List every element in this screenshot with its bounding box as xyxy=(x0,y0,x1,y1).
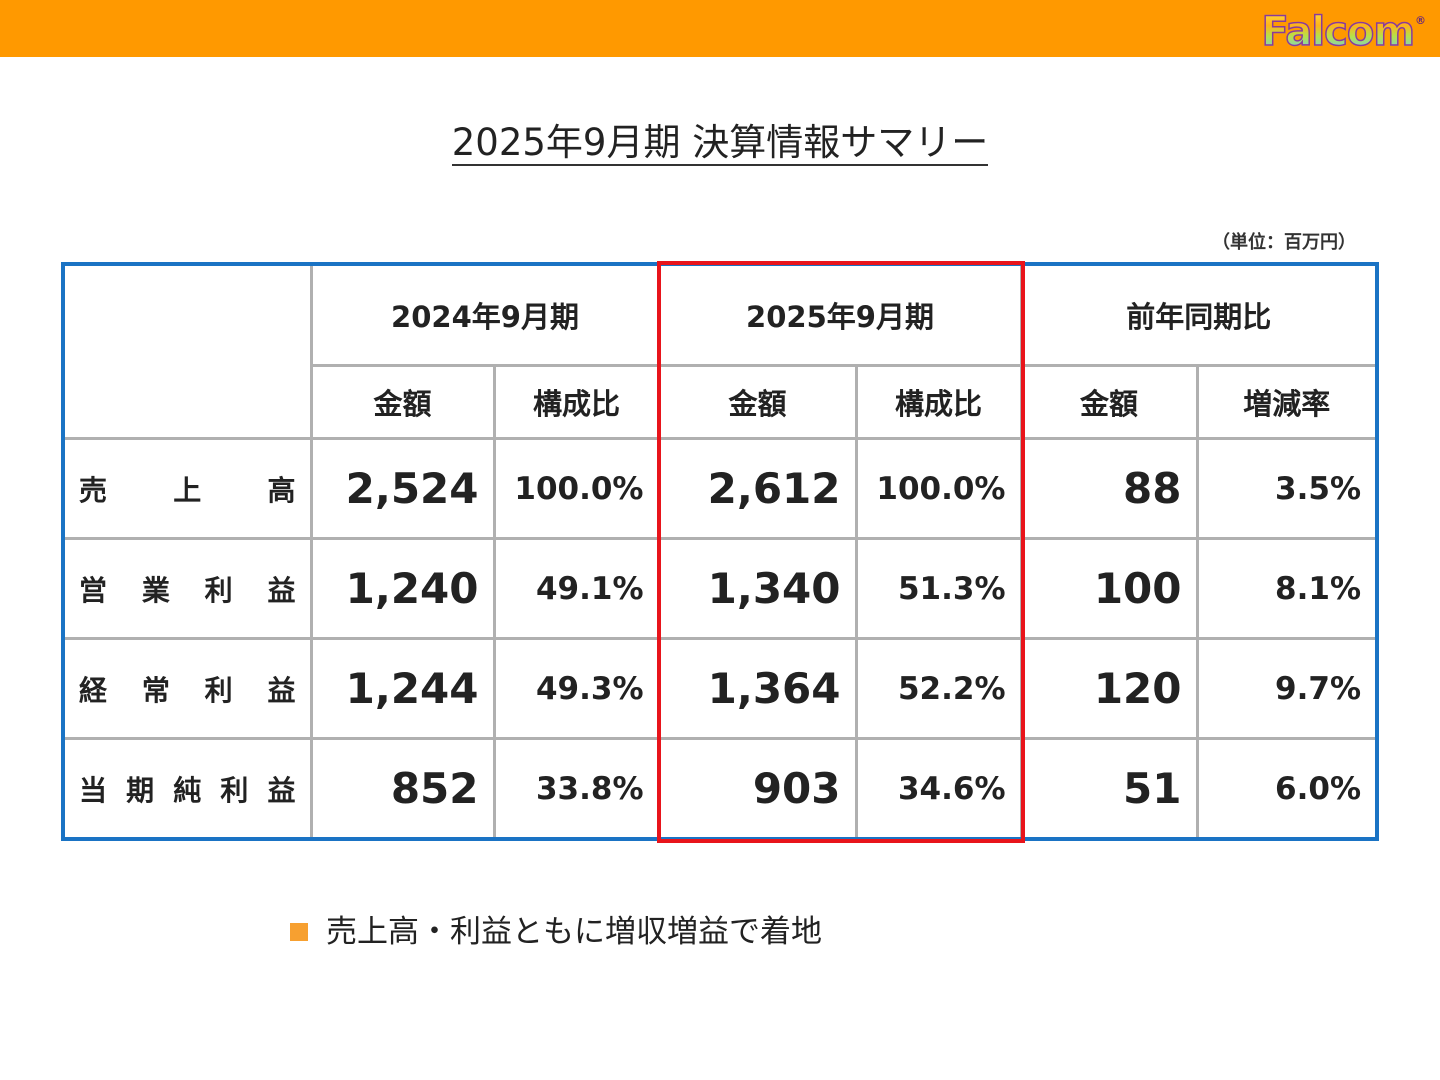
table-row-net-income: 当 期 純 利 益 852 33.8% 903 34.6% 51 6.0% xyxy=(61,737,1379,841)
cell-fy2025-ratio: 51.3% xyxy=(854,537,1023,640)
cell-yoy-rate: 6.0% xyxy=(1195,737,1379,841)
row-label-char: 常 xyxy=(141,673,170,707)
cell-fy2024-amount: 1,244 xyxy=(309,637,496,740)
header-yoy: 前年同期比 xyxy=(1019,262,1379,367)
header-fy2024: 2024年9月期 xyxy=(309,262,661,367)
falcom-logo: Falcom xyxy=(1261,9,1416,55)
cell-fy2024-amount: 852 xyxy=(309,737,496,841)
cell-yoy-rate: 8.1% xyxy=(1195,537,1379,640)
top-bar xyxy=(0,0,1440,57)
cell-yoy-amount: 88 xyxy=(1019,437,1199,540)
summary-note: 売上高・利益ともに増収増益で着地 xyxy=(290,910,822,954)
cell-fy2025-amount: 1,340 xyxy=(657,537,858,640)
row-label-char: 利 xyxy=(204,573,233,607)
page-title-text: 2025年9月期 決算情報サマリー xyxy=(451,121,989,166)
subheader-fy2025-ratio: 構成比 xyxy=(854,364,1023,440)
table-row-ordinary-profit: 経 常 利 益 1,244 49.3% 1,364 52.2% 120 9.7% xyxy=(61,637,1379,740)
cell-fy2025-ratio: 100.0% xyxy=(854,437,1023,540)
row-label-char: 益 xyxy=(267,773,296,807)
subheader-yoy-amount: 金額 xyxy=(1019,364,1199,440)
row-label-char: 当 xyxy=(79,773,108,807)
subheader-fy2024-ratio: 構成比 xyxy=(492,364,661,440)
unit-note: （単位：百万円） xyxy=(1212,232,1356,253)
subheader-fy2024-amount: 金額 xyxy=(309,364,496,440)
cell-fy2024-amount: 2,524 xyxy=(309,437,496,540)
cell-yoy-amount: 120 xyxy=(1019,637,1199,740)
cell-fy2025-amount: 2,612 xyxy=(657,437,858,540)
empty-corner-cell xyxy=(61,262,313,440)
summary-table: 2024年9月期 2025年9月期 前年同期比 金額 構成比 金額 構成比 金額… xyxy=(61,262,1380,841)
cell-fy2025-ratio: 52.2% xyxy=(854,637,1023,740)
cell-fy2024-ratio: 33.8% xyxy=(492,737,661,841)
row-label-char: 期 xyxy=(126,773,155,807)
cell-fy2025-amount: 1,364 xyxy=(657,637,858,740)
row-label-char: 益 xyxy=(267,673,296,707)
row-label-char: 純 xyxy=(173,773,202,807)
subheader-fy2025-amount: 金額 xyxy=(657,364,858,440)
cell-fy2024-ratio: 49.3% xyxy=(492,637,661,740)
cell-fy2024-ratio: 100.0% xyxy=(492,437,661,540)
cell-yoy-rate: 9.7% xyxy=(1195,637,1379,740)
row-label-net-income: 当 期 純 利 益 xyxy=(61,737,313,841)
row-label-char: 営 xyxy=(79,573,108,607)
header-fy2025: 2025年9月期 xyxy=(657,262,1023,367)
cell-fy2024-amount: 1,240 xyxy=(309,537,496,640)
cell-yoy-amount: 100 xyxy=(1019,537,1199,640)
row-label-char: 益 xyxy=(267,573,296,607)
page-title: 2025年9月期 決算情報サマリー xyxy=(0,118,1440,168)
cell-yoy-amount: 51 xyxy=(1019,737,1199,841)
cell-yoy-rate: 3.5% xyxy=(1195,437,1379,540)
row-label-operating-profit: 営 業 利 益 xyxy=(61,537,313,640)
row-label-sales: 売 上 高 xyxy=(61,437,313,540)
row-label-char: 上 xyxy=(173,473,202,507)
cell-fy2025-amount: 903 xyxy=(657,737,858,841)
subheader-yoy-rate: 増減率 xyxy=(1195,364,1379,440)
cell-fy2025-ratio: 34.6% xyxy=(854,737,1023,841)
row-label-char: 利 xyxy=(220,773,249,807)
row-label-char: 業 xyxy=(141,573,170,607)
row-label-char: 経 xyxy=(79,673,108,707)
cell-fy2024-ratio: 49.1% xyxy=(492,537,661,640)
summary-note-text: 売上高・利益ともに増収増益で着地 xyxy=(326,914,822,950)
registered-mark: ® xyxy=(1415,14,1426,27)
row-label-ordinary-profit: 経 常 利 益 xyxy=(61,637,313,740)
table-row-operating-profit: 営 業 利 益 1,240 49.1% 1,340 51.3% 100 8.1% xyxy=(61,537,1379,640)
row-label-char: 利 xyxy=(204,673,233,707)
row-label-char: 高 xyxy=(267,473,296,507)
row-label-char: 売 xyxy=(79,473,108,507)
table-row-sales: 売 上 高 2,524 100.0% 2,612 100.0% 88 3.5% xyxy=(61,437,1379,540)
square-bullet-icon xyxy=(290,923,308,941)
